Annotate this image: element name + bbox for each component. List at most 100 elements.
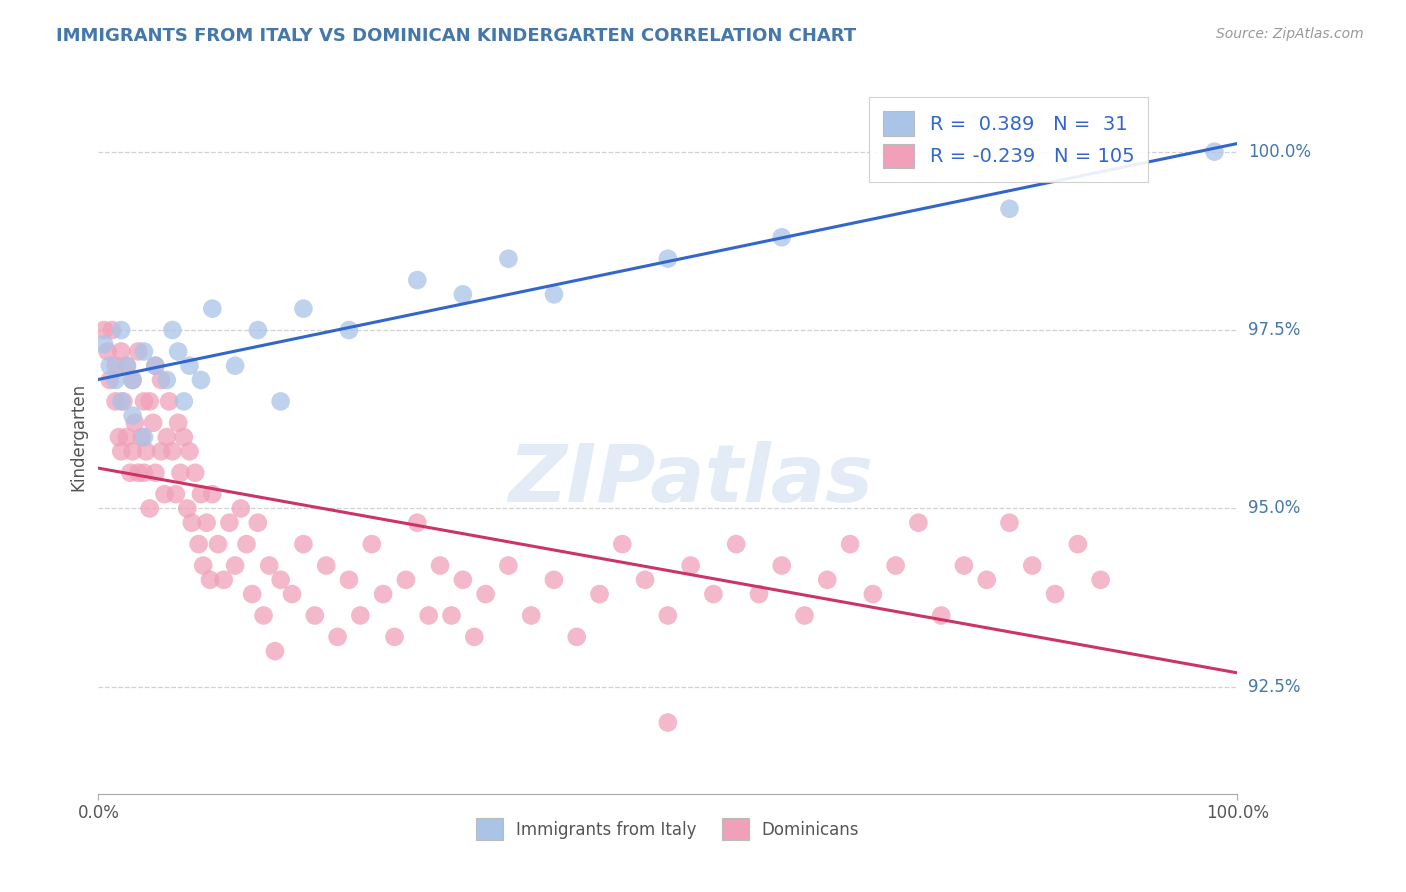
- Point: [127, 344, 149, 359]
- Point: [135, 444, 157, 458]
- Point: [406, 273, 429, 287]
- Point: [120, 466, 142, 480]
- Point: [337, 323, 360, 337]
- Point: [259, 558, 281, 573]
- Point: [657, 252, 679, 266]
- Point: [657, 608, 679, 623]
- Text: 95.0%: 95.0%: [1249, 500, 1301, 517]
- Point: [884, 558, 907, 573]
- Point: [1204, 145, 1226, 159]
- Point: [110, 444, 132, 458]
- Point: [360, 537, 382, 551]
- Point: [195, 516, 218, 530]
- Point: [179, 359, 201, 373]
- Legend: Immigrants from Italy, Dominicans: Immigrants from Italy, Dominicans: [467, 808, 869, 850]
- Point: [167, 344, 190, 359]
- Point: [264, 644, 287, 658]
- Point: [315, 558, 337, 573]
- Point: [145, 359, 167, 373]
- Point: [679, 558, 702, 573]
- Point: [165, 487, 187, 501]
- Point: [292, 301, 315, 316]
- Point: [115, 359, 138, 373]
- Point: [1043, 587, 1066, 601]
- Point: [193, 558, 215, 573]
- Point: [770, 230, 793, 244]
- Point: [246, 323, 269, 337]
- Point: [498, 252, 520, 266]
- Point: [173, 430, 195, 444]
- Point: [240, 587, 263, 601]
- Point: [862, 587, 884, 601]
- Point: [115, 430, 138, 444]
- Point: [543, 287, 565, 301]
- Point: [543, 573, 565, 587]
- Point: [142, 416, 165, 430]
- Point: [588, 587, 610, 601]
- Point: [96, 344, 118, 359]
- Point: [418, 608, 440, 623]
- Point: [371, 587, 394, 601]
- Point: [156, 373, 179, 387]
- Point: [657, 715, 679, 730]
- Point: [998, 516, 1021, 530]
- Point: [145, 359, 167, 373]
- Point: [498, 558, 520, 573]
- Point: [127, 466, 149, 480]
- Point: [104, 394, 127, 409]
- Point: [326, 630, 349, 644]
- Point: [150, 373, 173, 387]
- Point: [101, 323, 124, 337]
- Point: [157, 394, 180, 409]
- Point: [121, 409, 143, 423]
- Point: [565, 630, 588, 644]
- Point: [167, 416, 190, 430]
- Y-axis label: Kindergarten: Kindergarten: [69, 383, 87, 491]
- Point: [725, 537, 748, 551]
- Point: [474, 587, 496, 601]
- Point: [218, 516, 240, 530]
- Point: [187, 537, 209, 551]
- Point: [98, 373, 121, 387]
- Point: [156, 430, 179, 444]
- Point: [429, 558, 451, 573]
- Point: [121, 444, 143, 458]
- Point: [179, 444, 201, 458]
- Point: [162, 323, 184, 337]
- Point: [110, 344, 132, 359]
- Point: [634, 573, 657, 587]
- Point: [229, 501, 252, 516]
- Point: [252, 608, 274, 623]
- Point: [104, 373, 127, 387]
- Point: [748, 587, 770, 601]
- Point: [304, 608, 326, 623]
- Point: [292, 537, 315, 551]
- Point: [104, 359, 127, 373]
- Point: [270, 394, 292, 409]
- Point: [110, 323, 132, 337]
- Point: [132, 394, 155, 409]
- Point: [201, 487, 224, 501]
- Point: [212, 573, 235, 587]
- Point: [201, 301, 224, 316]
- Point: [929, 608, 952, 623]
- Point: [1067, 537, 1090, 551]
- Point: [463, 630, 485, 644]
- Point: [953, 558, 976, 573]
- Point: [121, 373, 143, 387]
- Point: [337, 573, 360, 587]
- Point: [110, 394, 132, 409]
- Point: [132, 430, 155, 444]
- Point: [131, 430, 153, 444]
- Point: [907, 516, 929, 530]
- Point: [132, 466, 155, 480]
- Point: [153, 487, 176, 501]
- Point: [998, 202, 1021, 216]
- Point: [115, 359, 138, 373]
- Point: [520, 608, 543, 623]
- Point: [124, 416, 146, 430]
- Point: [451, 573, 474, 587]
- Point: [93, 323, 115, 337]
- Point: [145, 466, 167, 480]
- Point: [1021, 558, 1043, 573]
